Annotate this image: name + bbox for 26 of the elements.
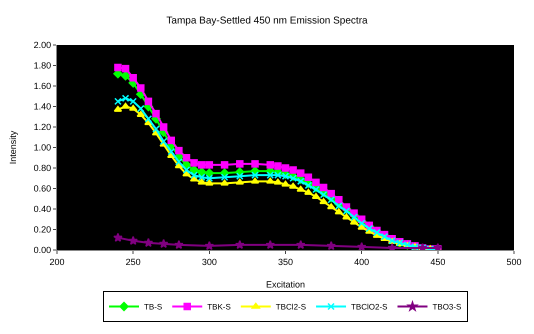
x-tick-label: 500 [506,256,522,267]
y-tick-label: 1.60 [34,81,52,92]
x-tick-label: 450 [430,256,446,267]
legend-label: TB-S [144,302,162,312]
legend-label: TBClO2-S [351,302,388,312]
y-tick-label: 2.00 [34,40,52,50]
legend-label: TBO3-S [432,302,462,312]
y-tick-label: 1.80 [34,60,52,71]
y-tick-label: 0.00 [34,245,52,256]
x-tick-label: 200 [49,256,65,267]
y-tick-label: 0.60 [34,184,52,194]
legend-label: TBCl2-S [276,302,306,312]
x-tick-label: 300 [202,256,217,267]
chart-title: Tampa Bay-Settled 450 nm Emission Spectra [166,16,368,27]
x-axis-title: Excitation [266,280,306,290]
y-tick-label: 1.40 [34,102,52,112]
legend-label: TBK-S [207,302,231,312]
y-axis-title: Intensity [8,130,18,164]
x-tick-label: 350 [278,256,294,267]
y-tick-label: 1.20 [34,122,52,132]
y-tick-label: 0.40 [34,204,52,214]
x-tick-label: 400 [354,256,370,267]
y-tick-label: 0.80 [34,163,52,174]
y-tick-label: 1.00 [34,142,52,153]
y-tick-label: 0.20 [34,224,52,235]
x-tick-label: 250 [126,256,141,267]
